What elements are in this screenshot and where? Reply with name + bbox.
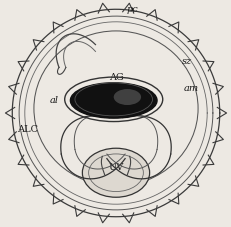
Text: H: H (104, 107, 113, 116)
Ellipse shape (113, 90, 140, 106)
Ellipse shape (82, 149, 149, 197)
Text: AG: AG (108, 73, 123, 82)
Text: sz: sz (181, 57, 191, 66)
Text: E: E (112, 87, 119, 96)
Text: pc: pc (125, 5, 137, 14)
Text: al: al (50, 95, 59, 104)
Text: am: am (183, 84, 198, 93)
Text: ALC: ALC (16, 125, 37, 134)
Ellipse shape (70, 84, 156, 118)
Text: M: M (104, 98, 114, 107)
Text: UV: UV (108, 162, 123, 171)
